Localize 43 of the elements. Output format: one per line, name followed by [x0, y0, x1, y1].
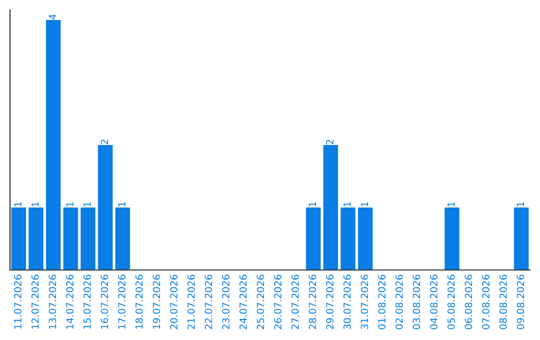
x-tick-label: 09.08.2026	[516, 274, 524, 330]
x-tick-label: 24.07.2026	[239, 274, 247, 330]
x-tick-label: 11.07.2026	[14, 274, 22, 329]
data-label: 1	[118, 202, 126, 206]
data-label: 1	[516, 202, 524, 206]
data-label: 1	[308, 202, 316, 206]
x-tick-label: 05.08.2026	[447, 274, 455, 330]
x-tick-label: 01.08.2026	[378, 274, 386, 330]
x-tick-label: 31.07.2026	[360, 274, 368, 330]
x-tick-label: 30.07.2026	[343, 274, 351, 330]
x-tick-label: 07.08.2026	[482, 274, 490, 330]
x-tick-label: 26.07.2026	[274, 274, 282, 330]
x-tick-label: 23.07.2026	[222, 274, 230, 330]
data-label: 1	[66, 202, 74, 206]
x-tick-label: 16.07.2026	[100, 274, 108, 329]
x-tick-label: 25.07.2026	[256, 274, 264, 330]
data-label: 1	[344, 202, 351, 206]
x-tick-label: 20.07.2026	[170, 274, 178, 330]
data-label: 1	[84, 202, 91, 206]
data-label: 2	[326, 140, 334, 144]
x-tick-label: 14.07.2026	[66, 274, 74, 329]
x-tick-label: 03.08.2026	[412, 274, 420, 330]
x-tick-label: 08.08.2026	[499, 274, 507, 330]
x-tick-label: 27.07.2026	[291, 274, 299, 330]
x-tick-label: 12.07.2026	[31, 274, 39, 329]
data-label: 1	[448, 202, 455, 206]
data-label: 2	[100, 140, 108, 144]
data-label: 1	[32, 202, 39, 206]
x-tick-label: 04.08.2026	[430, 274, 438, 330]
x-tick-label: 29.07.2026	[326, 274, 334, 330]
x-tick-label: 06.08.2026	[464, 274, 472, 330]
x-tick-label: 28.07.2026	[308, 274, 316, 330]
data-label: 1	[360, 202, 368, 206]
x-tick-label: 15.07.2026	[83, 274, 91, 329]
x-tick-label: 02.08.2026	[395, 274, 403, 330]
x-tick-label: 17.07.2026	[118, 274, 126, 329]
x-tick-label: 21.07.2026	[187, 274, 195, 330]
x-tick-label: 18.07.2026	[135, 274, 143, 329]
data-label: 1	[14, 202, 22, 206]
x-tick-label: 13.07.2026	[48, 274, 56, 329]
data-label: 4	[48, 14, 56, 20]
x-tick-label: 22.07.2026	[204, 274, 212, 330]
x-tick-label: 19.07.2026	[152, 274, 160, 329]
